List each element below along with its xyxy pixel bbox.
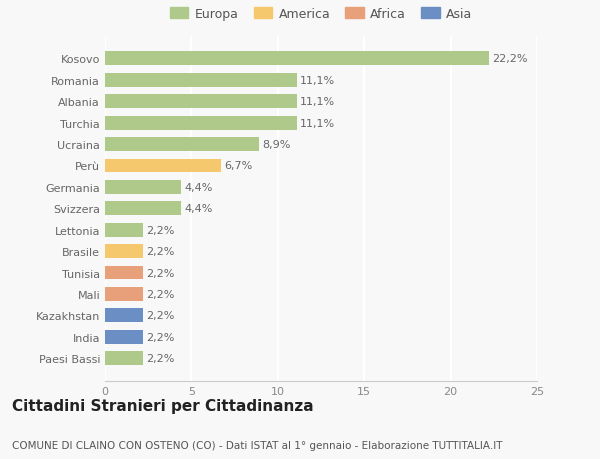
Bar: [105, 352, 143, 365]
Bar: [105, 180, 181, 195]
Bar: [105, 95, 297, 109]
Bar: [105, 52, 488, 66]
Text: 2,2%: 2,2%: [146, 246, 175, 257]
Text: 2,2%: 2,2%: [146, 268, 175, 278]
Bar: [105, 202, 181, 216]
Text: 2,2%: 2,2%: [146, 311, 175, 321]
Legend: Europa, America, Africa, Asia: Europa, America, Africa, Asia: [167, 5, 475, 23]
Text: 2,2%: 2,2%: [146, 289, 175, 299]
Bar: [105, 223, 143, 237]
Bar: [105, 330, 143, 344]
Text: 11,1%: 11,1%: [300, 97, 335, 107]
Text: 22,2%: 22,2%: [492, 54, 527, 64]
Bar: [105, 287, 143, 301]
Text: 11,1%: 11,1%: [300, 76, 335, 86]
Bar: [105, 74, 297, 88]
Bar: [105, 309, 143, 323]
Bar: [105, 245, 143, 258]
Bar: [105, 117, 297, 130]
Bar: [105, 138, 259, 152]
Text: 4,4%: 4,4%: [184, 183, 213, 192]
Text: 2,2%: 2,2%: [146, 332, 175, 342]
Text: Cittadini Stranieri per Cittadinanza: Cittadini Stranieri per Cittadinanza: [12, 398, 314, 413]
Text: 6,7%: 6,7%: [224, 161, 253, 171]
Bar: [105, 159, 221, 173]
Text: 11,1%: 11,1%: [300, 118, 335, 129]
Text: 8,9%: 8,9%: [262, 140, 290, 150]
Text: 2,2%: 2,2%: [146, 353, 175, 364]
Text: 4,4%: 4,4%: [184, 204, 213, 214]
Text: 2,2%: 2,2%: [146, 225, 175, 235]
Text: COMUNE DI CLAINO CON OSTENO (CO) - Dati ISTAT al 1° gennaio - Elaborazione TUTTI: COMUNE DI CLAINO CON OSTENO (CO) - Dati …: [12, 440, 503, 450]
Bar: [105, 266, 143, 280]
